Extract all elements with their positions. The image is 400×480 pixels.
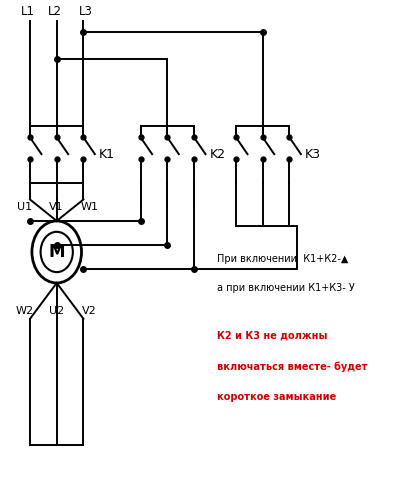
Text: включаться вместе- будет: включаться вместе- будет — [217, 361, 368, 372]
Text: а при включении К1+К3- У: а при включении К1+К3- У — [217, 283, 355, 293]
Text: K3: K3 — [305, 148, 321, 161]
Text: W1: W1 — [80, 202, 98, 212]
Text: L1: L1 — [21, 5, 35, 18]
Text: K2: K2 — [209, 148, 225, 161]
Text: короткое замыкание: короткое замыкание — [217, 393, 336, 403]
Text: U1: U1 — [17, 202, 32, 212]
Text: U2: U2 — [49, 306, 64, 316]
Text: V1: V1 — [50, 202, 64, 212]
Text: M: M — [48, 243, 65, 261]
Text: V2: V2 — [82, 306, 96, 316]
Text: К2 и К3 не должны: К2 и К3 не должны — [217, 330, 327, 340]
Text: L3: L3 — [78, 5, 92, 18]
Text: L2: L2 — [48, 5, 62, 18]
Text: При включении  К1+К2-▲: При включении К1+К2-▲ — [217, 254, 348, 264]
Text: W2: W2 — [15, 306, 33, 316]
Text: K1: K1 — [99, 148, 115, 161]
